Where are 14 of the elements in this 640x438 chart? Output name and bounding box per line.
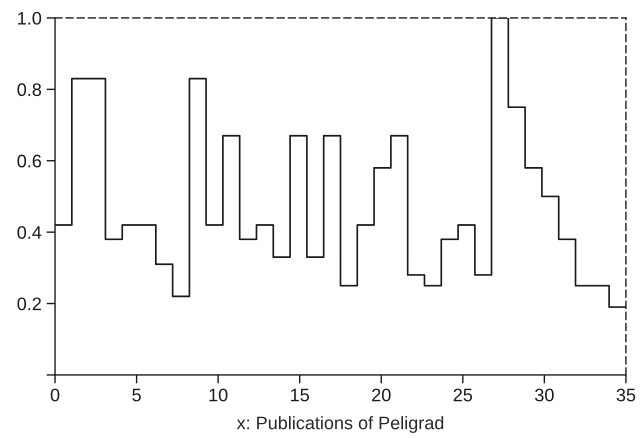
x-tick-label: 5 <box>132 388 141 402</box>
x-tick-label: 25 <box>454 388 472 402</box>
y-tick-label: 0.6 <box>17 154 42 168</box>
y-tick-label: 1.0 <box>18 12 42 25</box>
x-tick-label: 0 <box>50 388 60 402</box>
y-tick-label: 0.4 <box>17 226 42 239</box>
x-tick-label: 20 <box>372 388 391 402</box>
x-axis-title: x: Publications of Peligrad <box>236 416 444 433</box>
y-tick-label: 0.8 <box>17 83 42 96</box>
x-tick-label: 15 <box>291 388 309 402</box>
x-tick-label: 10 <box>209 388 228 402</box>
x-tick-label: 35 <box>616 388 636 402</box>
y-tick-label: 0.2 <box>17 297 41 310</box>
x-tick-label: 30 <box>535 388 554 402</box>
